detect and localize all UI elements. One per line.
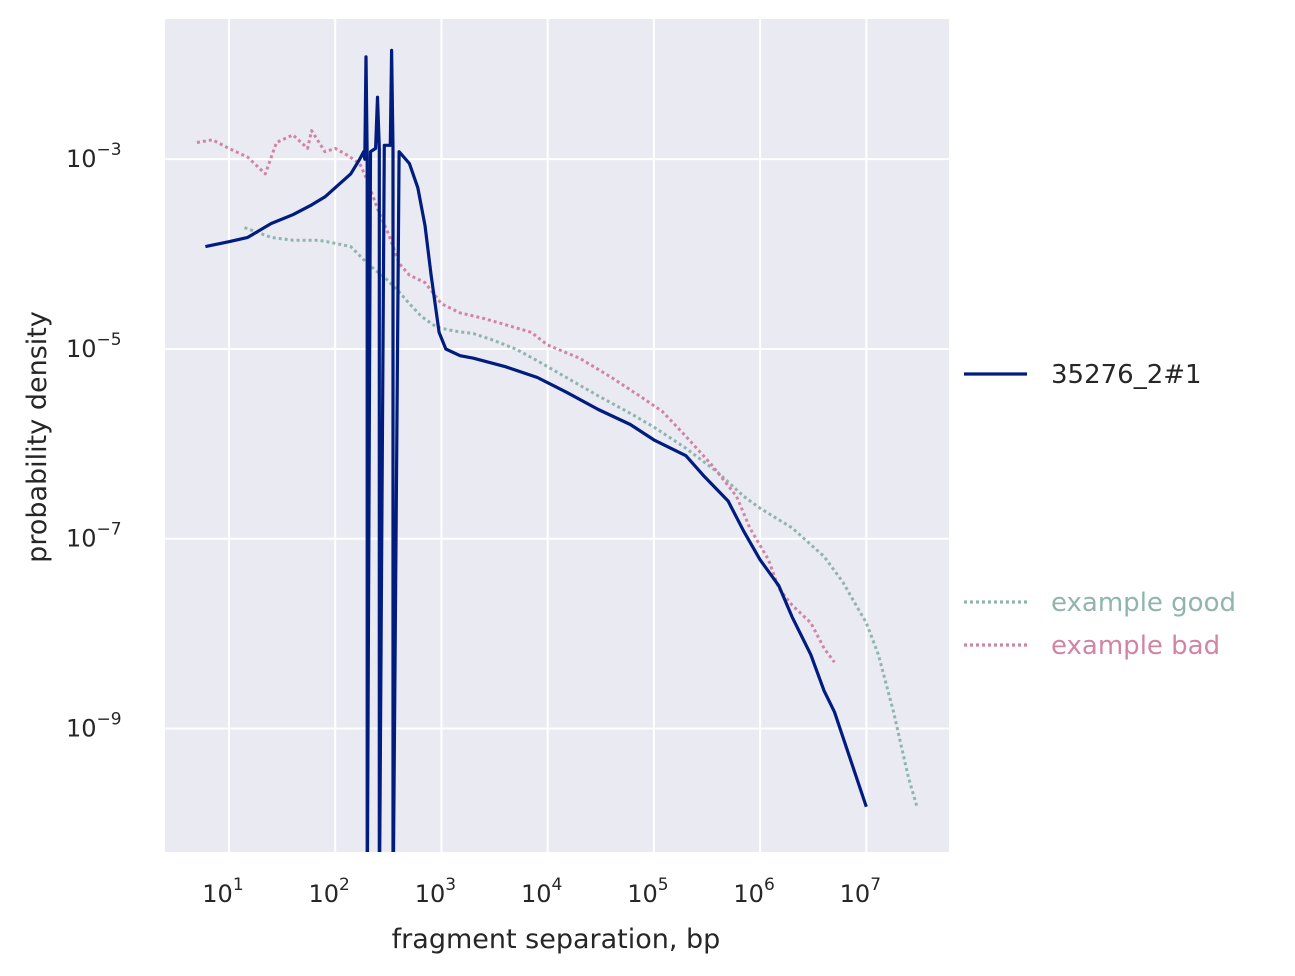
x-tick-label: 103	[415, 875, 456, 908]
y-tick-label: 10−3	[66, 140, 122, 173]
x-tick-label: 107	[840, 875, 881, 908]
y-gridlines	[165, 158, 949, 730]
x-tick-labels: 101 102 103 104 105 106 107	[202, 875, 881, 908]
legend-label: example good	[1051, 588, 1236, 618]
series-line-35276-2-1	[205, 48, 868, 852]
x-tick-label: 106	[733, 875, 774, 908]
x-axis-label: fragment separation, bp	[392, 924, 721, 955]
x-gridlines	[227, 19, 868, 852]
x-tick-label: 104	[521, 875, 562, 908]
y-axis-label: probability density	[22, 311, 53, 563]
y-tick-label: 10−7	[66, 520, 122, 553]
y-tick-label: 10−9	[66, 710, 122, 743]
plot-area	[165, 19, 949, 852]
y-tick-label: 10−5	[66, 330, 122, 363]
legend: example good example bad 35276_2#1	[964, 360, 1236, 661]
series-layer	[196, 48, 919, 852]
x-tick-label: 101	[202, 875, 243, 908]
legend-label: 35276_2#1	[1051, 360, 1202, 390]
y-tick-labels: 10−3 10−5 10−7 10−9	[66, 140, 122, 742]
legend-label: example bad	[1051, 631, 1220, 661]
series-line-example-good	[243, 226, 919, 808]
x-tick-label: 105	[627, 875, 668, 908]
x-tick-label: 102	[308, 875, 349, 908]
